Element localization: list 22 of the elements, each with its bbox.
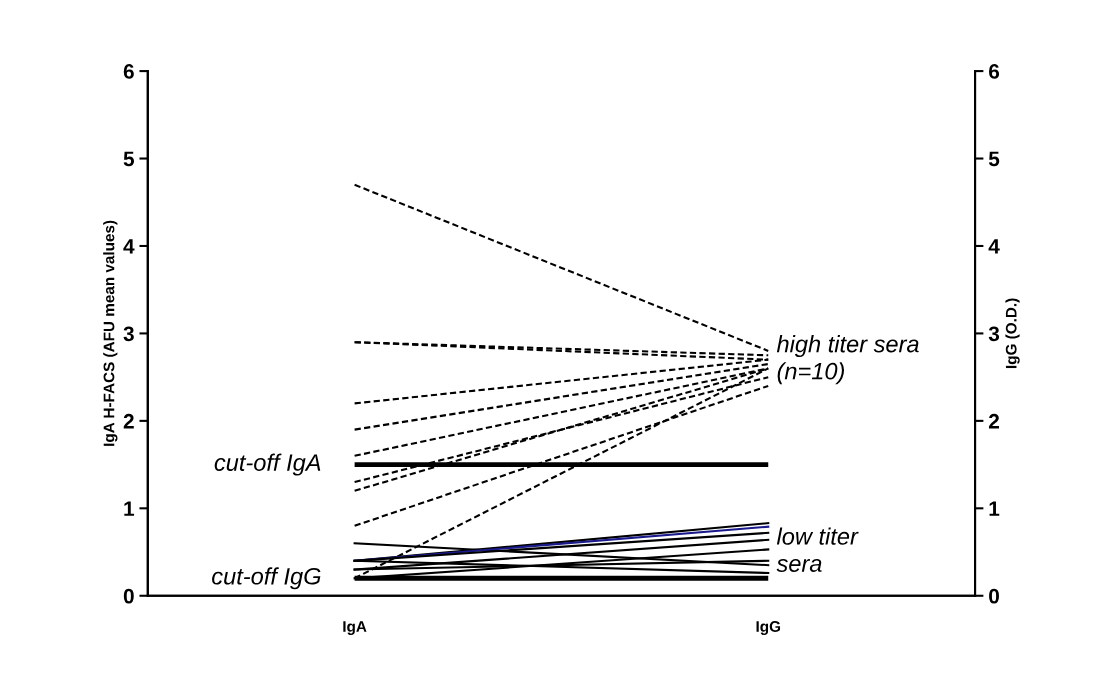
y2-tick-label: 4 bbox=[988, 239, 1000, 254]
ref-line-label: cut-off IgA bbox=[214, 453, 321, 476]
y2-tick-label: 5 bbox=[988, 151, 1000, 167]
x-tick-label: IgA bbox=[343, 621, 367, 635]
y-tick-label: 5 bbox=[123, 151, 135, 167]
y2-tick-label: 3 bbox=[988, 326, 1000, 342]
y-tick-label: 2 bbox=[123, 413, 134, 429]
y2-tick-label: 2 bbox=[988, 413, 999, 429]
y-tick-label: 0 bbox=[123, 588, 134, 604]
annotation: high titer sera (n=10) bbox=[776, 335, 919, 385]
y2-tick-label: 1 bbox=[989, 501, 1000, 516]
annotation: low titer sera bbox=[776, 527, 859, 572]
y-tick-label: 6 bbox=[123, 64, 134, 79]
y-tick-label: 1 bbox=[124, 501, 135, 516]
y2-tick-label: 0 bbox=[989, 588, 999, 604]
y-tick-label: 3 bbox=[123, 326, 134, 342]
x-tick-label: IgG bbox=[756, 621, 781, 635]
ref-line-label: cut-off IgG bbox=[212, 567, 321, 590]
y-tick-label: 4 bbox=[123, 239, 135, 254]
y2-tick-label: 6 bbox=[989, 64, 1000, 79]
y-axis-title: IgA H-FACS (AFU mean values) bbox=[103, 220, 118, 446]
y2-axis-title: IgG (O.D.) bbox=[1005, 298, 1020, 369]
